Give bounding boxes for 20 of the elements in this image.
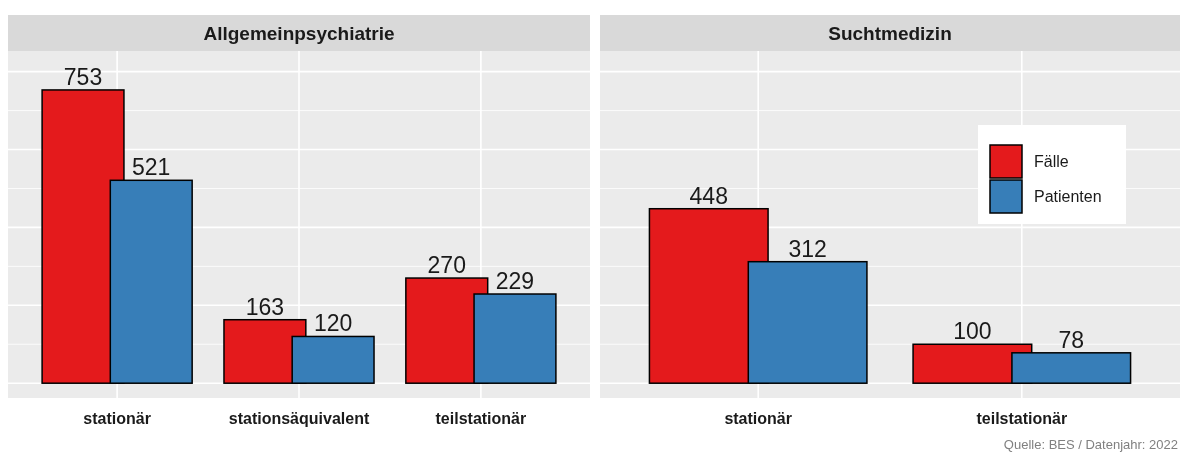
data-label: 100	[953, 318, 992, 345]
source-note: Quelle: BES / Datenjahr: 2022	[1003, 437, 1178, 452]
legend-label: Patienten	[1034, 188, 1102, 205]
data-label: 753	[63, 63, 103, 90]
data-label: 312	[788, 235, 827, 262]
data-label: 448	[689, 182, 728, 209]
x-tick-label: stationsäquivalent	[228, 410, 370, 427]
data-label: 120	[313, 310, 353, 337]
x-tick-label: stationär	[83, 410, 151, 427]
data-label: 163	[245, 293, 285, 320]
data-label: 270	[427, 252, 466, 279]
data-label: 229	[495, 268, 535, 295]
data-label: 78	[1058, 326, 1085, 353]
x-tick-label: teilstationär	[976, 410, 1068, 427]
chart-title: Suchtmedizin	[828, 23, 952, 44]
data-label: 521	[132, 154, 171, 181]
legend-label: Fälle	[1034, 153, 1069, 170]
chart-title: Allgemeinpsychiatrie	[203, 23, 395, 44]
x-tick-label: teilstationär	[435, 410, 527, 427]
x-tick-label: stationär	[724, 410, 792, 427]
